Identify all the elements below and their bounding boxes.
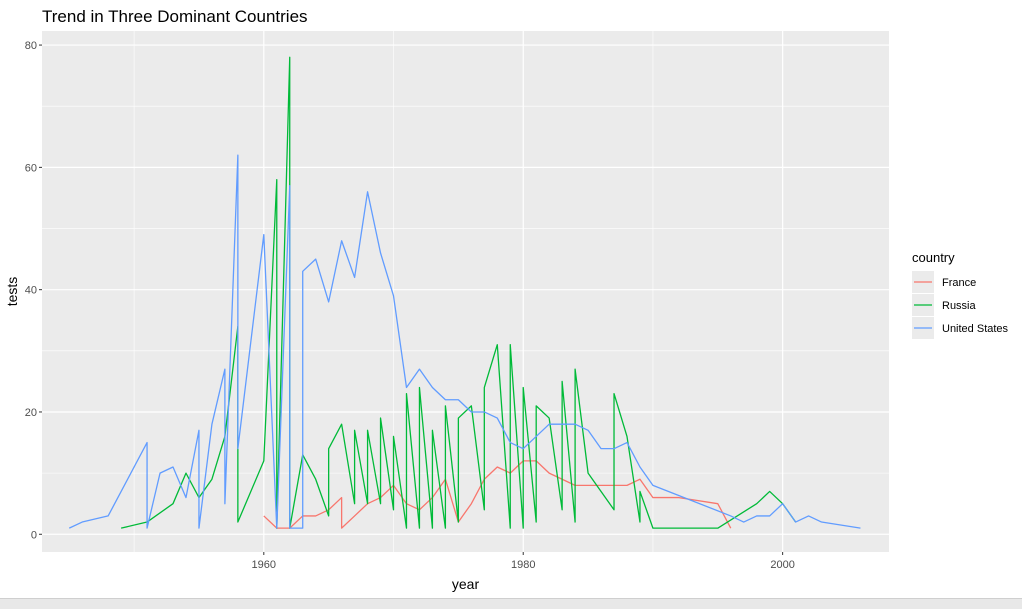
legend: country France Russia United States: [912, 250, 1009, 339]
x-tick-label: 2000: [770, 559, 794, 571]
minor-gridlines: [42, 31, 889, 552]
series-line-russia: [120, 56, 797, 529]
chart-title: Trend in Three Dominant Countries: [42, 7, 308, 26]
x-axis: 1960 1980 2000: [252, 552, 795, 571]
series-lines: [68, 56, 861, 529]
y-tick-label: 0: [31, 529, 37, 541]
y-tick-label: 40: [25, 285, 37, 297]
legend-title: country: [912, 250, 955, 265]
x-tick-label: 1980: [511, 559, 535, 571]
x-axis-label: year: [452, 576, 480, 592]
legend-label-russia: Russia: [942, 300, 977, 312]
y-axis-label: tests: [4, 277, 20, 307]
x-tick-label: 1960: [252, 559, 276, 571]
major-gridlines: [42, 31, 889, 552]
series-line-france: [263, 460, 732, 529]
series-line-united-states: [68, 154, 861, 529]
y-tick-label: 80: [25, 40, 37, 52]
y-tick-label: 60: [25, 162, 37, 174]
plot-panel: [42, 31, 889, 552]
y-axis: 0 20 40 60 80: [25, 40, 42, 541]
legend-label-france: France: [942, 277, 976, 289]
y-tick-label: 20: [25, 407, 37, 419]
legend-label-united-states: United States: [942, 323, 1009, 335]
window-bottom-border: [0, 598, 1022, 609]
